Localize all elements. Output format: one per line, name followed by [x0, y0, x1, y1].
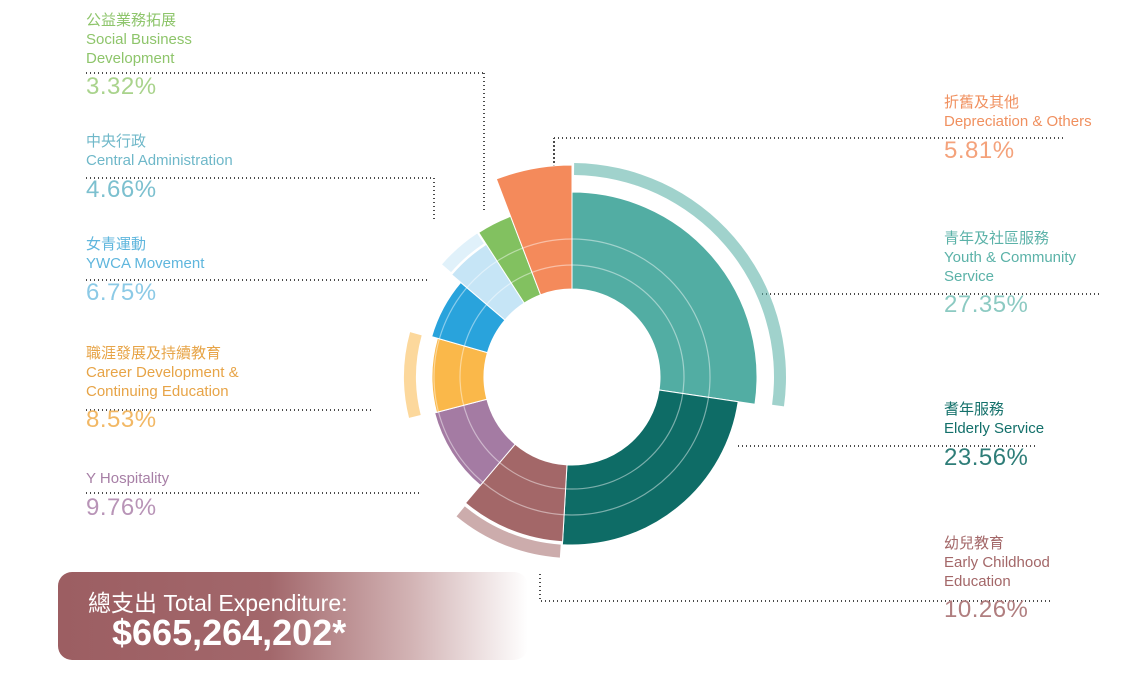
label-zh: 折舊及其他 — [944, 94, 1020, 111]
total-expenditure-banner — [58, 572, 528, 660]
label-youth-community: 青年及社區服務 Youth & Community Service 27.35% — [944, 230, 1114, 320]
label-en: Youth & Community Service — [944, 248, 1077, 285]
guide-ring — [459, 264, 685, 490]
label-depreciation: 折舊及其他 Depreciation & Others 5.81% — [944, 94, 1134, 166]
label-pct: 8.53% — [86, 406, 157, 434]
label-zh: 青年及社區服務 — [944, 230, 1050, 247]
label-zh: 中央行政 — [86, 133, 147, 150]
label-zh: 公益業務拓展 — [86, 12, 177, 29]
slice-youth-community — [571, 191, 758, 405]
label-zh: 職涯發展及持續教育 — [86, 345, 222, 362]
leader-line — [553, 137, 1065, 180]
leader-line — [539, 574, 1052, 602]
label-en: Early Childhood Education — [944, 553, 1050, 590]
label-pct: 9.76% — [86, 493, 157, 521]
label-en: YWCA Movement — [86, 254, 205, 272]
label-social-business: 公益業務拓展 Social Business Development 3.32% — [86, 12, 346, 102]
slice-depreciation — [495, 164, 573, 296]
label-en: Career Development & Continuing Educatio… — [86, 363, 239, 400]
slice-elderly-service — [561, 389, 739, 546]
slice-early-childhood — [464, 443, 568, 543]
total-expenditure-label: 總支出 Total Expenditure: — [88, 590, 348, 616]
slice-outer-band-central-admin — [442, 233, 484, 273]
label-pct: 27.35% — [944, 291, 1029, 319]
label-early-childhood: 幼兒教育 Early Childhood Education 10.26% — [944, 535, 1084, 625]
guide-ring — [433, 238, 711, 516]
label-en: Central Administration — [86, 151, 233, 169]
label-pct: 4.66% — [86, 175, 157, 203]
label-pct: 23.56% — [944, 443, 1029, 471]
label-elderly-service: 耆年服務 Elderly Service 23.56% — [944, 401, 1124, 473]
label-en: Elderly Service — [944, 419, 1045, 437]
slice-outer-band-career-development — [404, 332, 422, 418]
slice-y-hospitality — [434, 398, 516, 487]
label-en: Depreciation & Others — [944, 112, 1092, 130]
label-pct: 5.81% — [944, 136, 1015, 164]
label-zh: 幼兒教育 — [944, 535, 1005, 552]
label-pct: 6.75% — [86, 278, 157, 306]
label-en: Social Business Development — [86, 30, 192, 67]
label-ywca-movement: 女青運動 YWCA Movement 6.75% — [86, 236, 346, 308]
label-zh: 女青運動 — [86, 236, 147, 253]
label-pct: 3.32% — [86, 73, 157, 101]
label-en: Y Hospitality — [86, 470, 170, 487]
total-expenditure-value: $665,264,202* — [112, 612, 347, 653]
label-y-hospitality: Y Hospitality 9.76% — [86, 470, 346, 523]
slice-outer-band-early-childhood — [456, 506, 561, 558]
label-central-admin: 中央行政 Central Administration 4.66% — [86, 133, 346, 205]
label-pct: 10.26% — [944, 596, 1029, 624]
label-career-development: 職涯發展及持續教育 Career Development & Continuin… — [86, 345, 346, 435]
label-zh: 耆年服務 — [944, 401, 1005, 418]
